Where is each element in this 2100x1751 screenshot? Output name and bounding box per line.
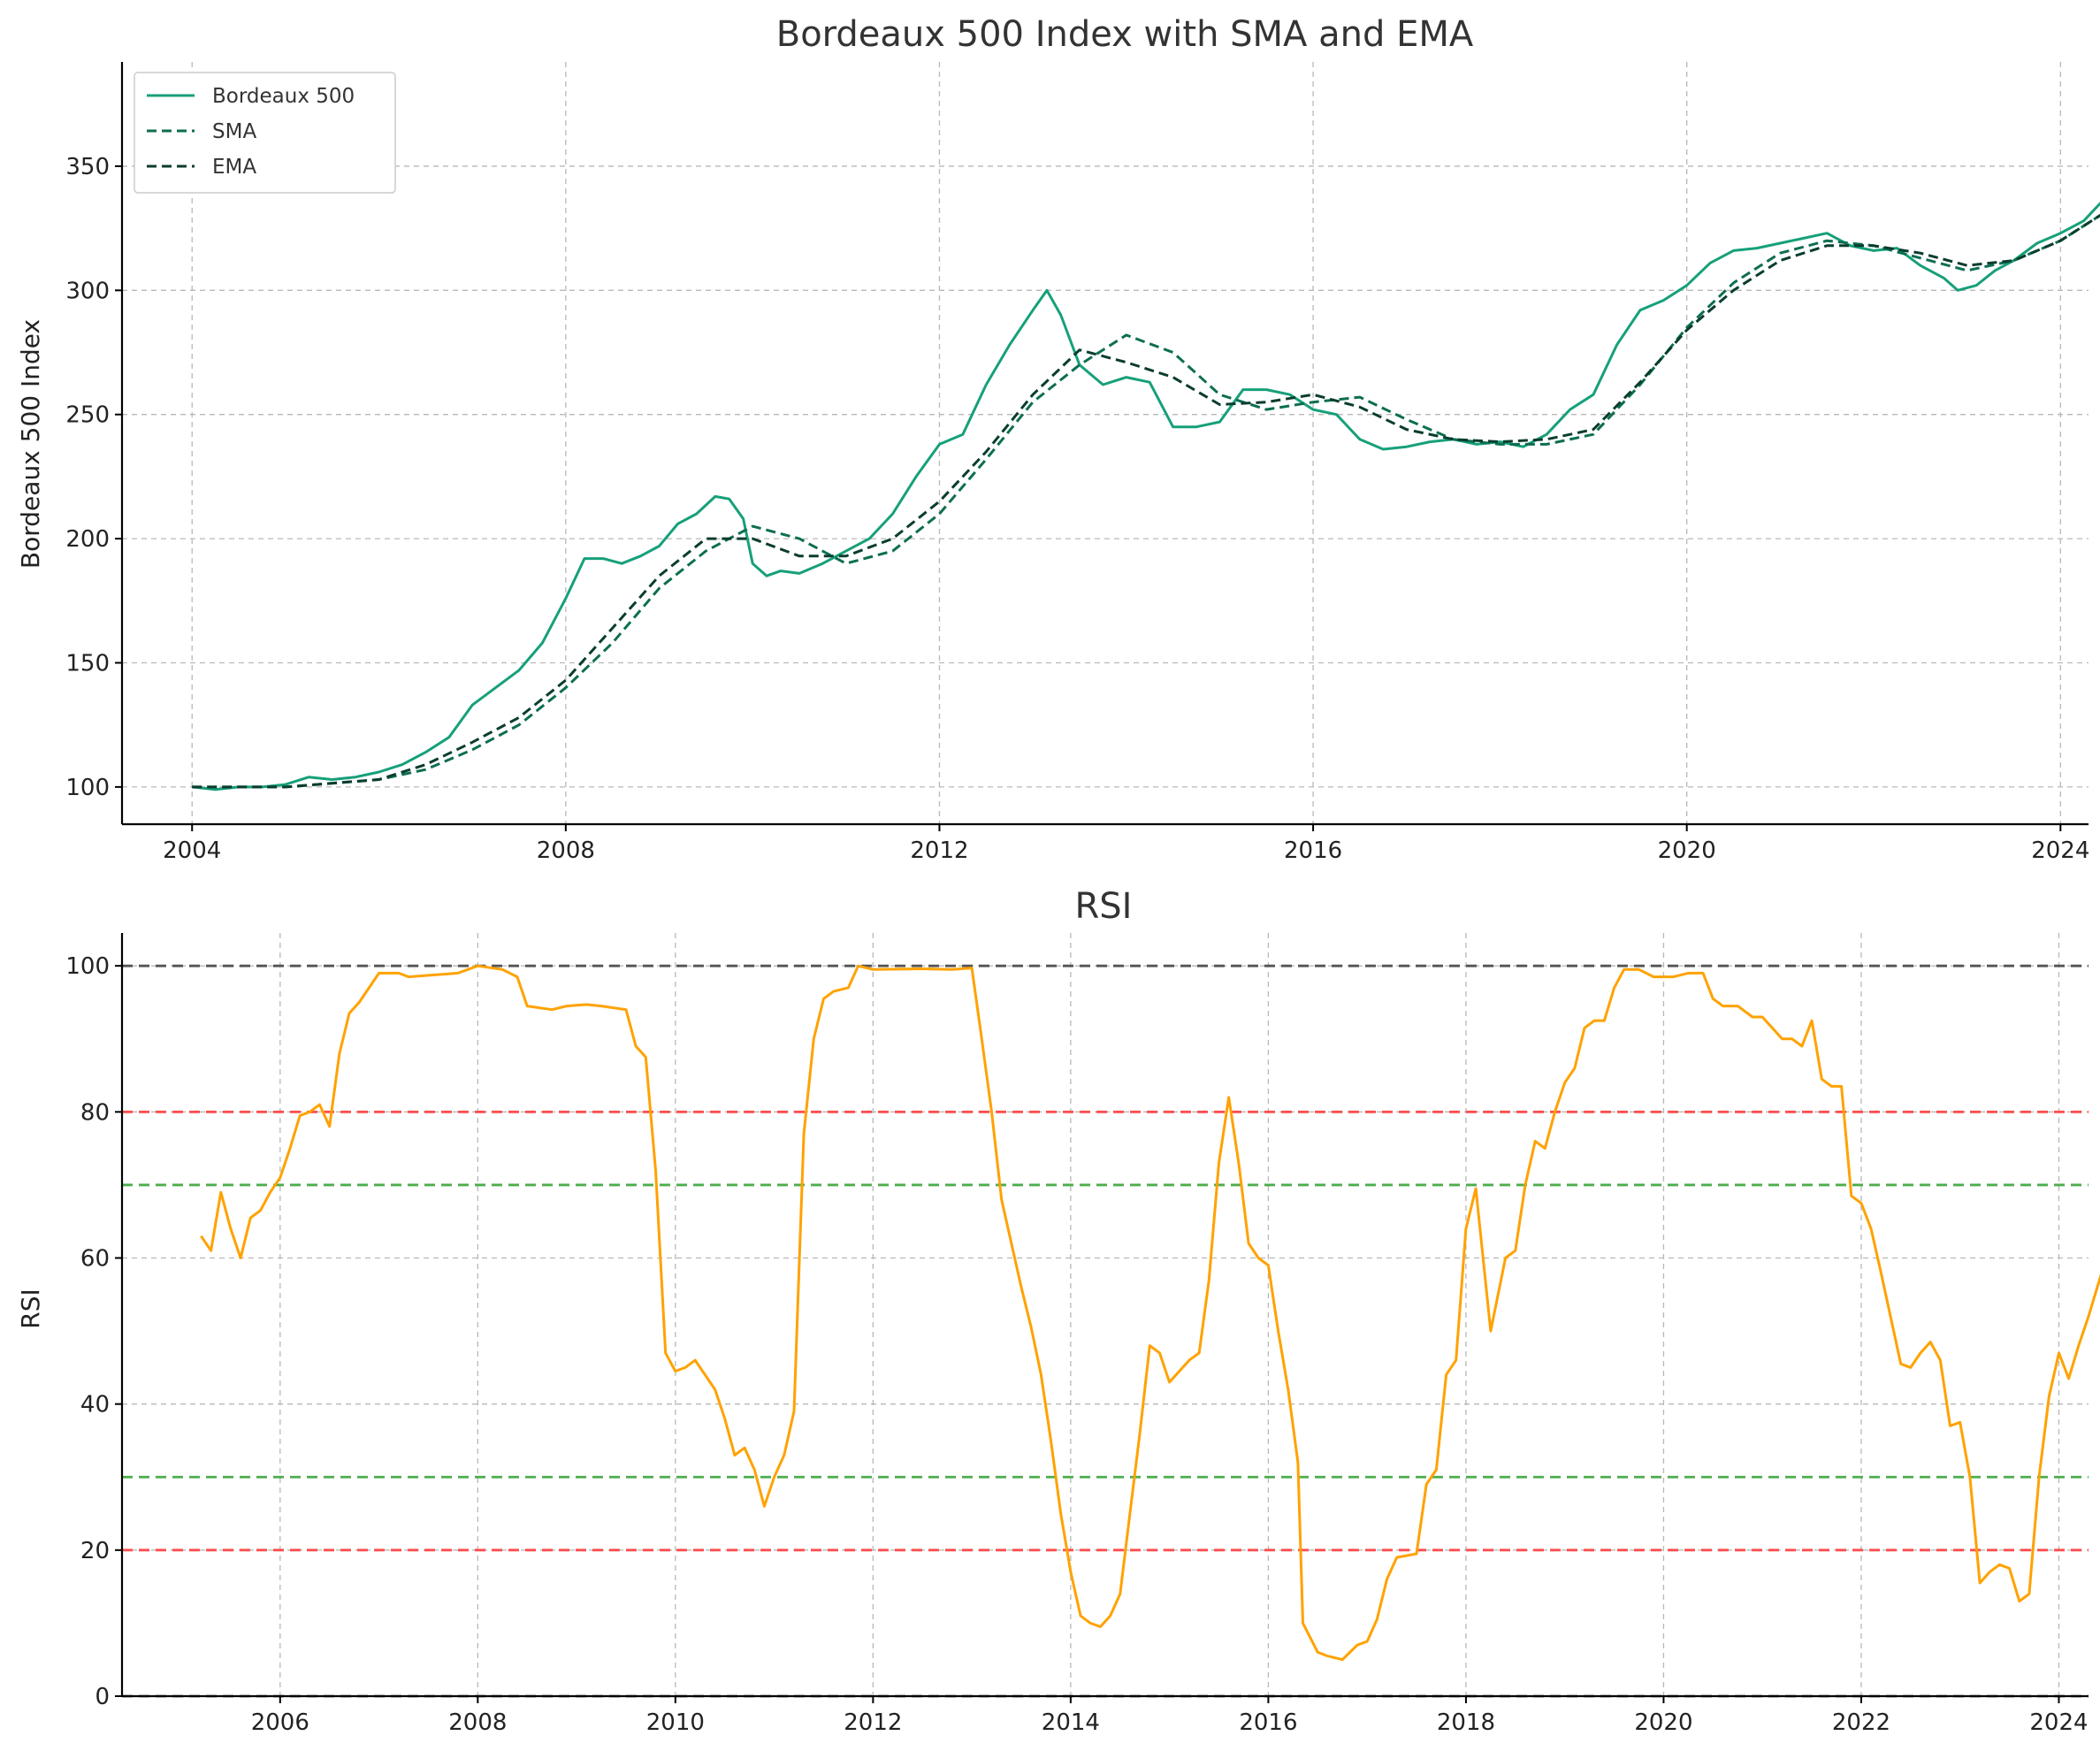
price-x-tick-label: 2004 [163, 837, 221, 864]
legend-label: Bordeaux 500 [212, 85, 355, 108]
rsi-x-tick-label: 2008 [448, 1709, 507, 1736]
rsi-y-tick-label: 0 [95, 1684, 110, 1710]
rsi-x-ticks: 2006 2008 2010 2012 2014 2016 2018 2020 2022 2024 [251, 1696, 2089, 1736]
legend-items: Bordeaux 500 SMA EMA [147, 85, 355, 179]
price-series-sma [192, 213, 2100, 789]
price-y-tick-label: 350 [65, 154, 110, 180]
rsi-series-group [200, 964, 2100, 1662]
rsi-x-tick-label: 2022 [1832, 1709, 1890, 1736]
rsi-x-tick-label: 2020 [1634, 1709, 1692, 1736]
rsi-panel: RSI RSI 2006 2008 2010 2012 2014 2016 2018 2020… [16, 886, 2100, 1736]
price-y-tick-label: 300 [65, 278, 110, 304]
rsi-y-axis-label: RSI [16, 1288, 45, 1329]
rsi-y-tick-label: 80 [80, 1099, 110, 1126]
rsi-chart-title: RSI [1075, 886, 1133, 927]
rsi-reference-lines [122, 964, 2089, 1698]
price-x-tick-label: 2008 [537, 837, 595, 864]
rsi-y-tick-label: 20 [80, 1538, 110, 1564]
price-y-axis-label: Bordeaux 500 Index [16, 319, 45, 569]
rsi-x-tick-label: 2016 [1239, 1709, 1297, 1736]
rsi-grid [122, 933, 2089, 1697]
price-panel: Bordeaux 500 Index with SMA and EMA Bord… [16, 14, 2100, 864]
price-grid [122, 62, 2089, 824]
rsi-x-tick-label: 2012 [844, 1709, 902, 1736]
price-y-tick-label: 250 [65, 402, 110, 429]
price-chart-title: Bordeaux 500 Index with SMA and EMA [776, 14, 1474, 55]
price-x-tick-label: 2016 [1284, 837, 1342, 864]
price-series-bordeaux-500 [192, 202, 2100, 791]
rsi-series-line [200, 964, 2100, 1662]
rsi-y-ticks: 0 20 40 60 80 100 [65, 953, 122, 1710]
rsi-y-tick-label: 60 [80, 1245, 110, 1272]
rsi-x-tick-label: 2006 [251, 1709, 309, 1736]
price-y-ticks: 100 150 200 250 300 350 [65, 154, 122, 801]
legend-box [134, 72, 396, 194]
rsi-x-tick-label: 2024 [2029, 1709, 2088, 1736]
price-x-tick-label: 2020 [1658, 837, 1716, 864]
price-legend: Bordeaux 500 SMA EMA [134, 72, 396, 194]
rsi-y-tick-label: 100 [65, 953, 110, 980]
price-y-tick-label: 200 [65, 526, 110, 553]
price-series-group [192, 202, 2100, 791]
price-y-tick-label: 100 [65, 775, 110, 801]
rsi-x-tick-label: 2018 [1437, 1709, 1495, 1736]
price-y-tick-label: 150 [65, 650, 110, 677]
rsi-x-tick-label: 2014 [1042, 1709, 1100, 1736]
legend-label: SMA [212, 120, 256, 143]
legend-label: EMA [212, 156, 256, 179]
price-series-ema [192, 213, 2100, 789]
price-x-ticks: 2004 2008 2012 2016 2020 2024 [163, 824, 2089, 864]
rsi-y-tick-label: 40 [80, 1392, 110, 1418]
price-x-tick-label: 2024 [2031, 837, 2089, 864]
rsi-x-tick-label: 2010 [646, 1709, 705, 1736]
price-x-tick-label: 2012 [910, 837, 968, 864]
